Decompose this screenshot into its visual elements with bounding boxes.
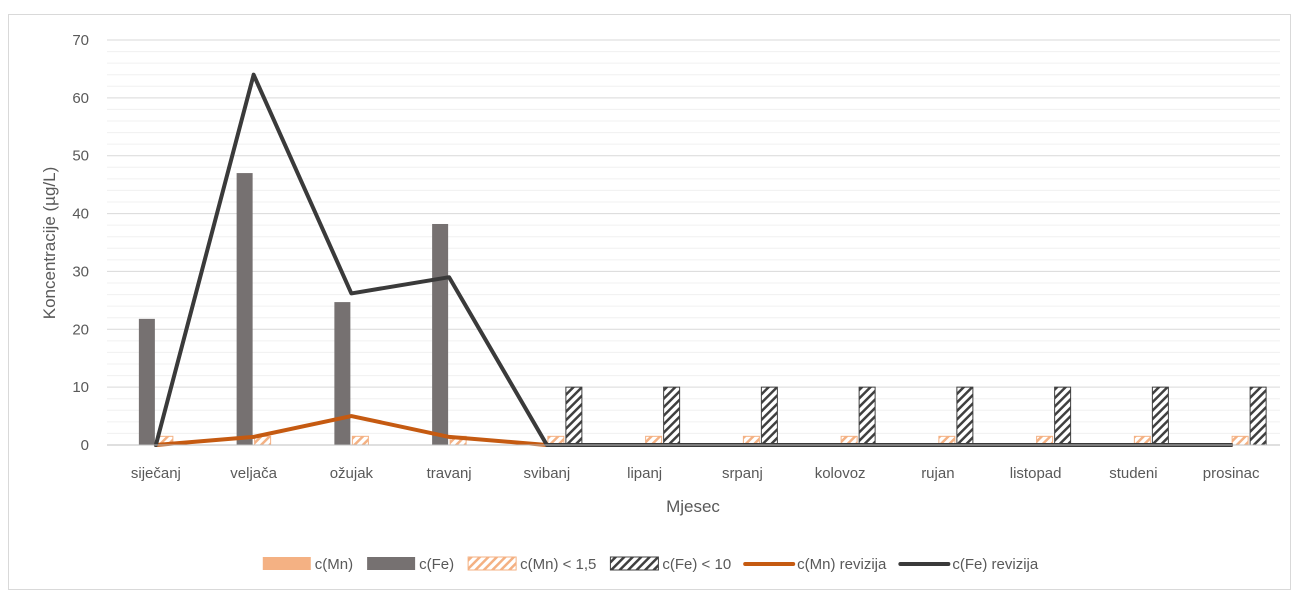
x-tick-label: prosinac: [1203, 465, 1260, 482]
bar: [432, 223, 449, 445]
legend-label: c(Fe): [419, 556, 454, 573]
x-tick-label: travanj: [427, 465, 472, 482]
bar: [858, 386, 876, 446]
bar: [351, 435, 369, 446]
x-tick-label: lipanj: [627, 465, 662, 482]
bar: [1151, 386, 1169, 446]
legend-label: c(Mn) revizija: [797, 556, 887, 573]
y-tick-label: 70: [72, 32, 89, 49]
legend-swatch: [262, 557, 311, 570]
x-tick-label: kolovoz: [815, 465, 866, 482]
bar: [138, 318, 155, 445]
y-tick-label: 0: [81, 437, 89, 454]
bar: [663, 386, 681, 446]
legend-swatch: [367, 557, 416, 570]
bar: [565, 386, 583, 446]
y-tick-label: 20: [72, 321, 89, 338]
legend: c(Mn) c(Fe) c(Mn) < 1,5 c(Fe) < 10 c(Mn) rev…: [262, 556, 1039, 573]
legend-label: c(Mn) < 1,5: [520, 556, 596, 573]
x-tick-label: srpanj: [722, 465, 763, 482]
y-tick-label: 60: [72, 90, 89, 107]
axes: 0 10 20 30 40 50 60 70 siječanj veljača ožujak trav…: [72, 32, 1280, 482]
legend-label: c(Fe) revizija: [952, 556, 1038, 573]
bar: [236, 173, 253, 446]
x-tick-label: listopad: [1010, 465, 1062, 482]
legend-swatch: [609, 556, 659, 571]
y-tick-label: 30: [72, 263, 89, 280]
x-tick-label: veljača: [230, 465, 277, 482]
x-axis-title: Mjesec: [666, 497, 720, 516]
bar: [956, 386, 974, 446]
y-tick-label: 50: [72, 148, 89, 165]
x-tick-label: ožujak: [330, 465, 374, 482]
x-tick-label: studeni: [1109, 465, 1157, 482]
y-tick-label: 40: [72, 206, 89, 223]
gridlines: [107, 39, 1280, 434]
x-tick-label: rujan: [921, 465, 954, 482]
bar: [1054, 386, 1072, 446]
bar: [1249, 386, 1267, 446]
bar: [760, 386, 778, 446]
x-tick-label: svibanj: [524, 465, 571, 482]
legend-swatch: [467, 556, 517, 571]
y-tick-label: 10: [72, 379, 89, 396]
legend-label: c(Mn): [315, 556, 353, 573]
bar: [334, 302, 351, 445]
legend-label: c(Fe) < 10: [662, 556, 731, 573]
chart-frame: [8, 14, 1291, 590]
x-tick-label: siječanj: [131, 465, 181, 482]
bar: [1231, 435, 1249, 446]
y-axis-title: Koncentracije (µg/L): [40, 167, 59, 319]
